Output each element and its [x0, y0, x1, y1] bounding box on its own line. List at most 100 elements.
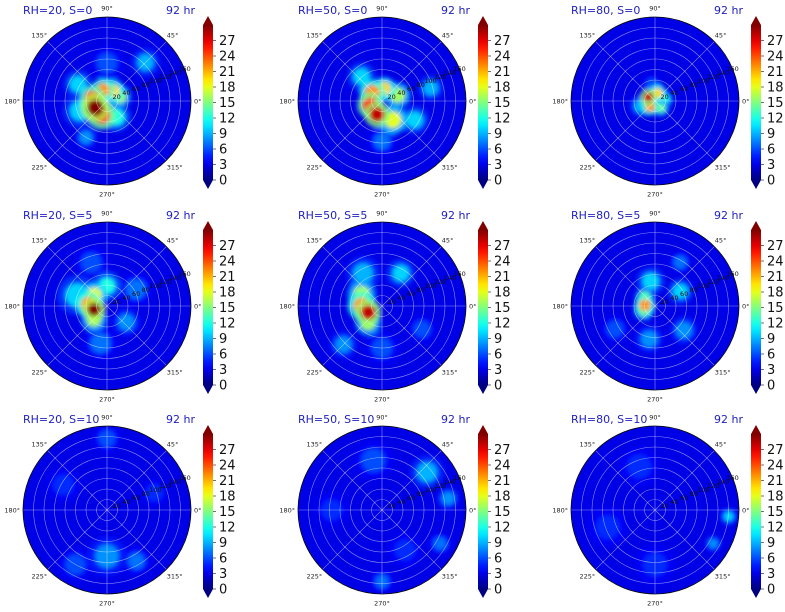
- radial-tick-label: 100: [697, 77, 709, 85]
- colorbar-extend-max: [751, 16, 761, 25]
- radial-tick-label: 100: [697, 486, 709, 494]
- polar-frame: [570, 425, 740, 595]
- angular-gridline: [654, 305, 715, 366]
- colorbar-tick-label: 9: [767, 332, 775, 347]
- angle-tick-label: 180°: [4, 303, 20, 311]
- colorbar-tick-label: 6: [219, 348, 227, 363]
- radial-tick-label: 20: [661, 502, 669, 510]
- colorbar-tick-label: 12: [494, 112, 511, 127]
- colorbar-tick-label: 27: [767, 239, 784, 254]
- polar-frame: [22, 221, 192, 391]
- colorbar-extend-max: [203, 16, 213, 25]
- radial-tick-label: 20: [388, 298, 396, 306]
- radial-tick-label: 100: [424, 282, 436, 290]
- radial-tick-label: 140: [169, 69, 181, 77]
- data-blob: [353, 263, 374, 284]
- colorbar-tick-label: 21: [494, 474, 511, 489]
- angular-gridline: [322, 41, 383, 102]
- angular-gridline: [322, 450, 383, 511]
- angle-tick-label: 45°: [167, 32, 179, 40]
- polar-frame: [22, 16, 192, 186]
- angle-tick-label: 45°: [715, 441, 727, 449]
- data-blob: [392, 264, 410, 282]
- colorbar-tick-label: 27: [219, 239, 236, 254]
- angle-tick-label: 270°: [99, 191, 115, 199]
- colorbar-tick-label: 18: [219, 286, 236, 301]
- colorbar-tick-label: 3: [767, 363, 775, 378]
- radial-tick-label: 80: [142, 286, 150, 294]
- colorbar-tick-label: 0: [767, 379, 775, 394]
- colorbar-tick-label: 6: [494, 552, 502, 567]
- colorbar-tick-label: 12: [494, 521, 511, 536]
- radial-tick-label: 80: [142, 490, 150, 498]
- angular-gridline: [381, 246, 442, 307]
- angular-gridline: [595, 450, 656, 511]
- colorbar-extend-min: [203, 385, 213, 394]
- colorbar-tick-label: 24: [219, 255, 236, 270]
- colorbar-tick-label: 18: [767, 286, 784, 301]
- colorbar-tick-label: 24: [767, 255, 784, 270]
- radial-tick-label: 140: [169, 274, 181, 282]
- angle-tick-label: 225°: [580, 572, 596, 580]
- colorbar-tick-label: 18: [219, 81, 236, 96]
- contour-field: [46, 426, 169, 582]
- angle-tick-label: 315°: [442, 572, 458, 580]
- angle-tick-label: 315°: [715, 368, 731, 376]
- angle-tick-label: 0°: [742, 507, 749, 515]
- colorbar-tick-label: 0: [219, 174, 227, 189]
- angle-tick-label: 315°: [167, 572, 183, 580]
- colorbar-tick-label: 3: [767, 567, 775, 582]
- angular-gridline: [595, 246, 656, 307]
- colorbar-tick-label: 6: [767, 143, 775, 158]
- colorbar-tick-label: 6: [219, 143, 227, 158]
- colorbar-tick-label: 24: [494, 459, 511, 474]
- colorbar-extend-max: [203, 425, 213, 434]
- panel-title-right: 92 hr: [166, 4, 195, 17]
- radial-tick-label: 40: [122, 498, 130, 506]
- angle-tick-label: 270°: [99, 600, 115, 608]
- radial-tick-label: 120: [434, 73, 446, 81]
- polar-frame: [570, 221, 740, 391]
- panel-title-left: RH=20, S=5: [23, 209, 92, 222]
- colorbar-tick-label: 6: [767, 552, 775, 567]
- angle-tick-label: 45°: [715, 32, 727, 40]
- data-blob: [642, 272, 660, 290]
- radial-tick-label: 160: [453, 270, 465, 278]
- angle-tick-label: 0°: [194, 507, 201, 515]
- angular-gridline: [595, 41, 656, 102]
- angle-tick-label: 180°: [552, 303, 568, 311]
- colorbar-tick-label: 27: [767, 443, 784, 458]
- angle-tick-label: 0°: [469, 507, 476, 515]
- angle-tick-label: 90°: [649, 414, 661, 422]
- angle-tick-label: 90°: [101, 414, 113, 422]
- colorbar-extend-min: [478, 180, 488, 189]
- data-blob: [433, 536, 447, 551]
- angle-tick-label: 0°: [469, 98, 476, 106]
- colorbar-extend-max: [478, 221, 488, 230]
- colorbar-tick-label: 9: [767, 127, 775, 142]
- angle-tick-label: 135°: [307, 32, 323, 40]
- radial-tick-label: 20: [113, 93, 121, 101]
- data-blob: [127, 552, 145, 570]
- angular-gridline: [322, 305, 383, 366]
- colorbar-tick-label: 21: [219, 270, 236, 285]
- radial-tick-label: 40: [397, 294, 405, 302]
- data-blob: [406, 111, 424, 129]
- colorbar-tick-label: 6: [767, 348, 775, 363]
- angle-tick-label: 45°: [442, 441, 454, 449]
- angular-gridline: [47, 246, 108, 307]
- colorbar-tick-label: 0: [767, 583, 775, 598]
- angle-tick-label: 270°: [374, 396, 390, 404]
- radial-tick-label: 60: [680, 494, 688, 502]
- colorbar-tick-label: 24: [767, 50, 784, 65]
- angle-tick-label: 180°: [279, 507, 295, 515]
- angle-tick-label: 0°: [469, 303, 476, 311]
- radial-tick-label: 120: [707, 73, 719, 81]
- radial-tick-label: 80: [417, 286, 425, 294]
- data-blob: [81, 252, 102, 273]
- angle-tick-label: 225°: [580, 163, 596, 171]
- radial-tick-label: 60: [407, 494, 415, 502]
- angle-tick-label: 225°: [580, 368, 596, 376]
